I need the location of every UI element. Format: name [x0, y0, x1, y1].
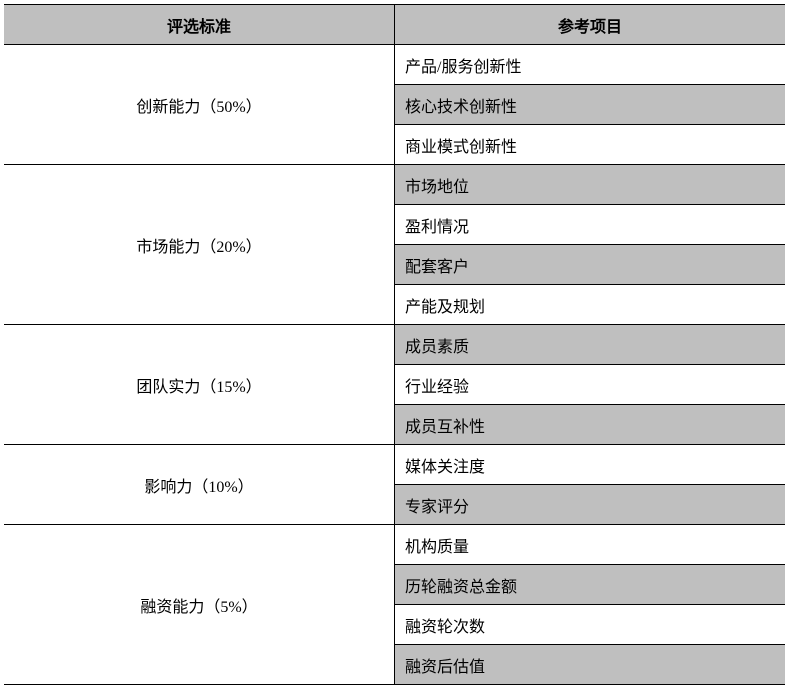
- item-cell: 配套客户: [395, 245, 786, 285]
- table-header-row: 评选标准 参考项目: [4, 5, 785, 45]
- table-row: 团队实力（15%） 成员素质: [4, 325, 785, 365]
- header-criteria: 评选标准: [4, 5, 395, 45]
- item-cell: 成员素质: [395, 325, 786, 365]
- table-row: 影响力（10%） 媒体关注度: [4, 445, 785, 485]
- item-cell: 核心技术创新性: [395, 85, 786, 125]
- item-cell: 专家评分: [395, 485, 786, 525]
- item-cell: 历轮融资总金额: [395, 565, 786, 605]
- table-row: 市场能力（20%） 市场地位: [4, 165, 785, 205]
- item-cell: 机构质量: [395, 525, 786, 565]
- table-row: 创新能力（50%） 产品/服务创新性: [4, 45, 785, 85]
- item-cell: 市场地位: [395, 165, 786, 205]
- item-cell: 融资后估值: [395, 645, 786, 685]
- evaluation-table: 评选标准 参考项目 创新能力（50%） 产品/服务创新性 核心技术创新性 商业模…: [4, 4, 785, 685]
- item-cell: 盈利情况: [395, 205, 786, 245]
- evaluation-table-wrap: 评选标准 参考项目 创新能力（50%） 产品/服务创新性 核心技术创新性 商业模…: [4, 4, 785, 685]
- criteria-cell: 融资能力（5%）: [4, 525, 395, 685]
- item-cell: 成员互补性: [395, 405, 786, 445]
- criteria-cell: 创新能力（50%）: [4, 45, 395, 165]
- item-cell: 产能及规划: [395, 285, 786, 325]
- criteria-cell: 团队实力（15%）: [4, 325, 395, 445]
- item-cell: 商业模式创新性: [395, 125, 786, 165]
- table-body: 创新能力（50%） 产品/服务创新性 核心技术创新性 商业模式创新性 市场能力（…: [4, 45, 785, 685]
- item-cell: 产品/服务创新性: [395, 45, 786, 85]
- item-cell: 行业经验: [395, 365, 786, 405]
- criteria-cell: 市场能力（20%）: [4, 165, 395, 325]
- table-row: 融资能力（5%） 机构质量: [4, 525, 785, 565]
- item-cell: 融资轮次数: [395, 605, 786, 645]
- item-cell: 媒体关注度: [395, 445, 786, 485]
- header-reference: 参考项目: [395, 5, 786, 45]
- criteria-cell: 影响力（10%）: [4, 445, 395, 525]
